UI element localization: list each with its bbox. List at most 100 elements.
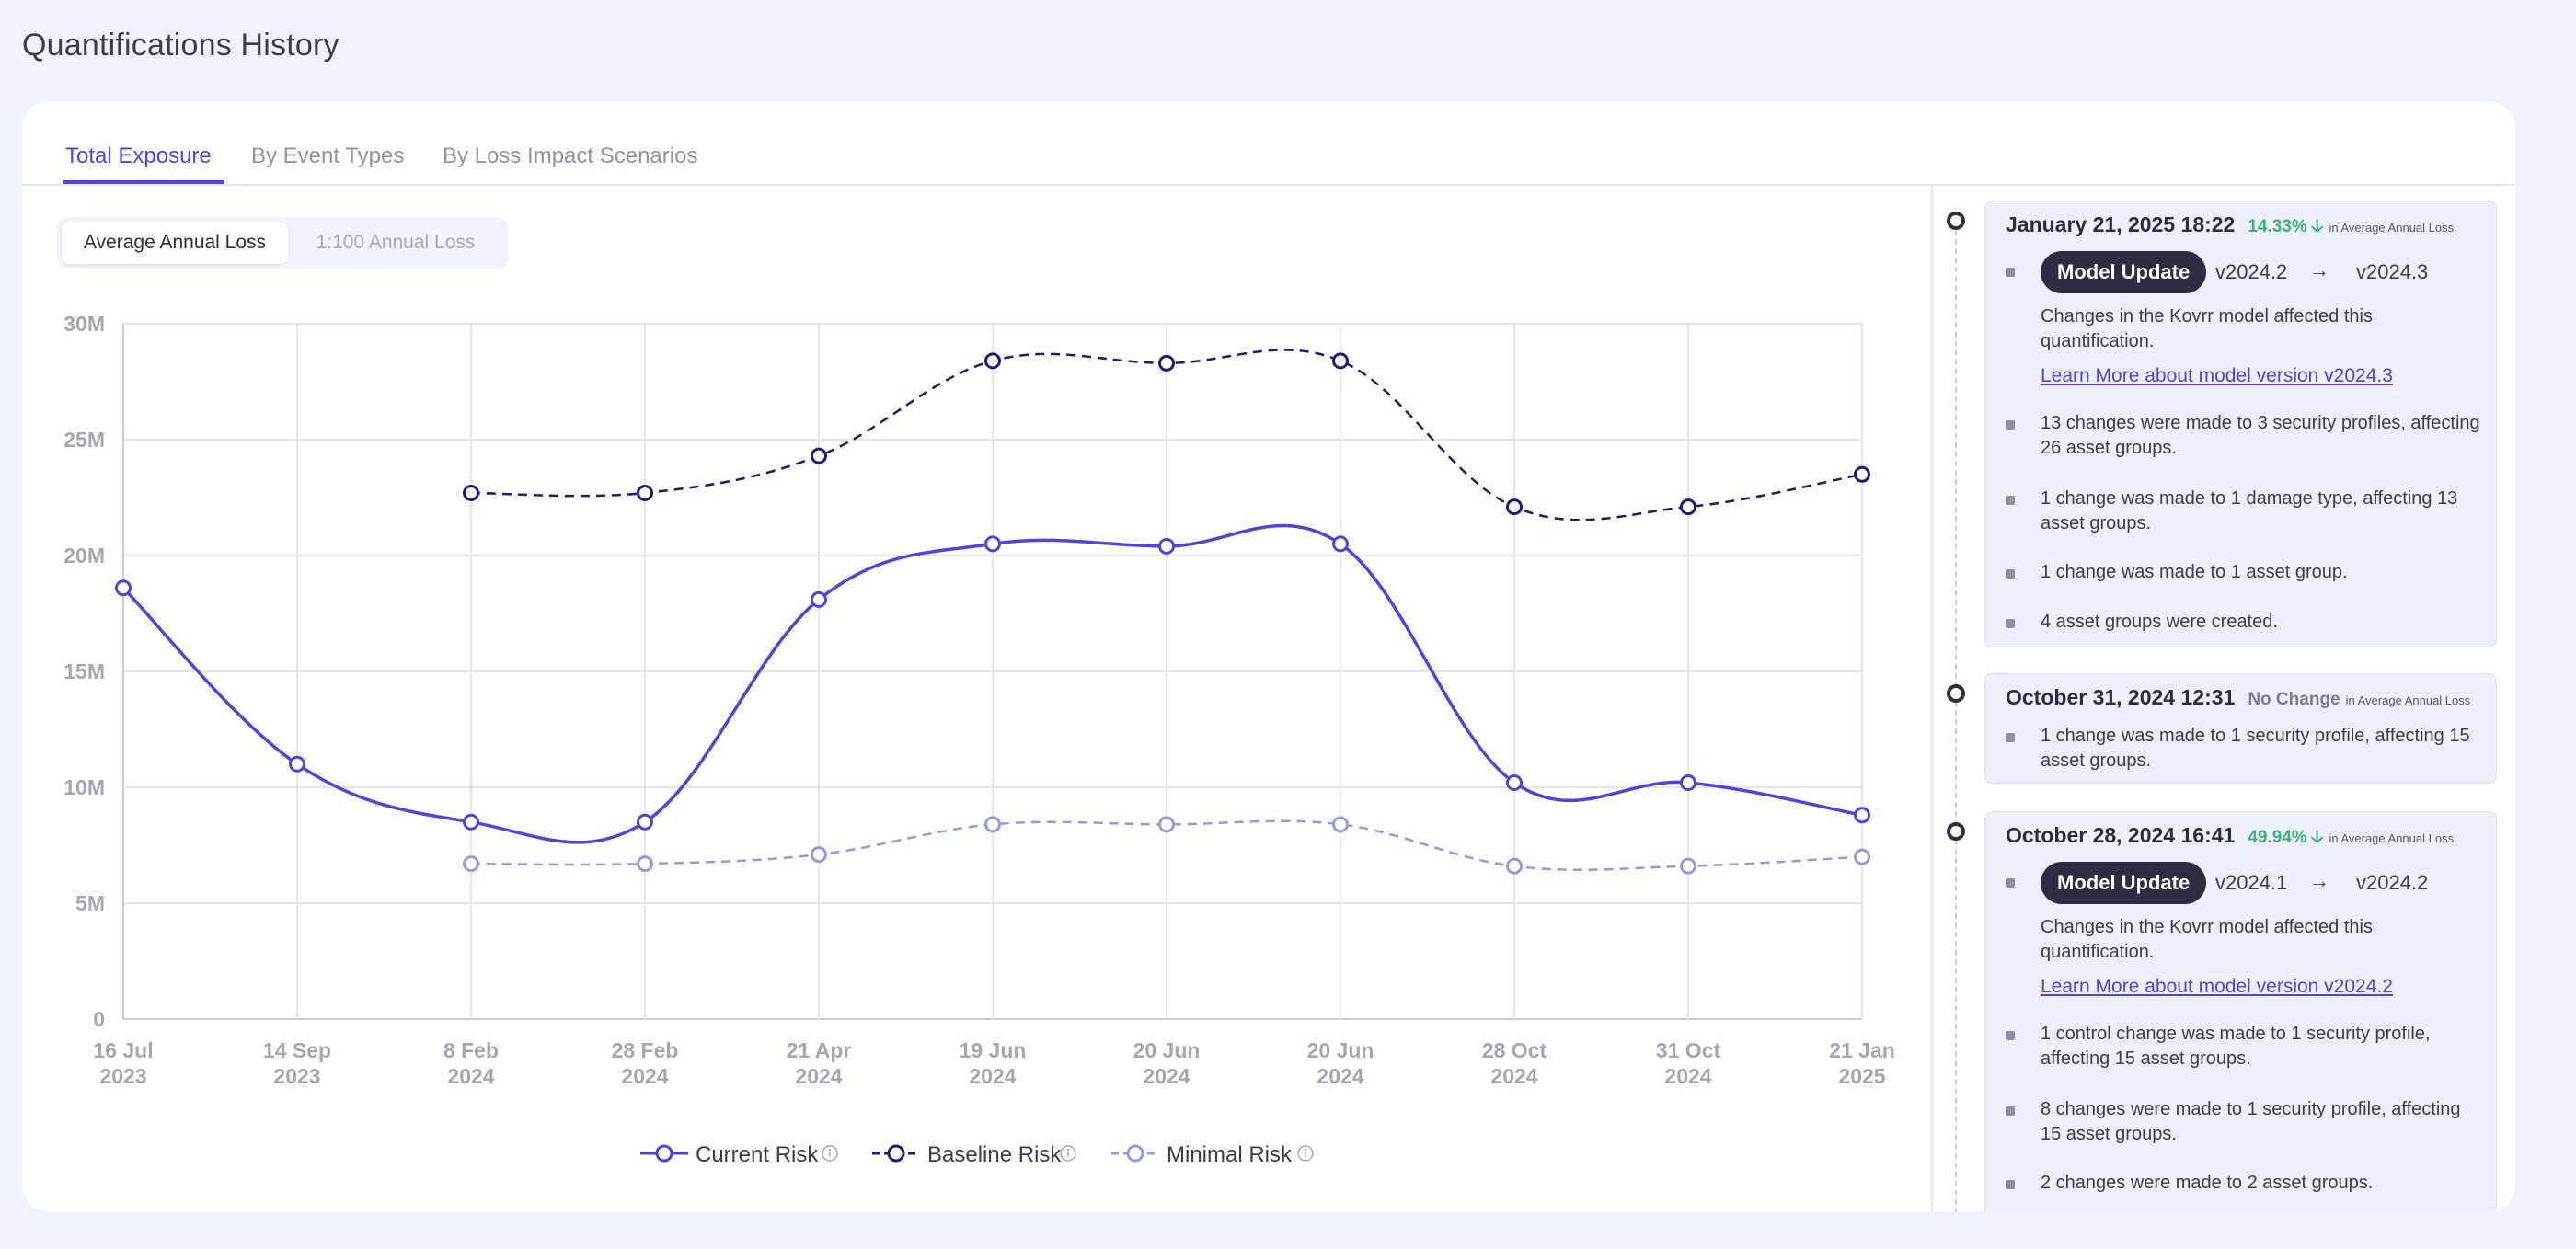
to-version: v2024.2 bbox=[2356, 871, 2429, 894]
active-tab-indicator bbox=[63, 180, 224, 184]
bullet-icon bbox=[2006, 420, 2015, 430]
change-item: 2 changes were made to 2 asset groups. bbox=[2041, 1173, 2374, 1193]
model-change-text: Changes in the Kovrr model affected this… bbox=[2041, 917, 2373, 962]
y-tick-label: 10M bbox=[63, 775, 105, 799]
minimal-risk-point bbox=[811, 846, 827, 864]
current-risk-point bbox=[637, 813, 653, 831]
entry-change: No Change bbox=[2248, 690, 2340, 709]
baseline-risk-line bbox=[470, 349, 1863, 521]
entry-metric-label: in Average Annual Loss bbox=[2345, 693, 2471, 707]
info-icon bbox=[1060, 1145, 1076, 1162]
to-version: v2024.3 bbox=[2356, 260, 2429, 283]
info-icon bbox=[1297, 1145, 1314, 1162]
x-tick-label: 19 Jun bbox=[960, 1038, 1027, 1062]
x-tick-label: 21 Jan bbox=[1829, 1038, 1895, 1062]
info-icon-dot bbox=[828, 1148, 832, 1152]
learn-more-link[interactable]: Learn More about model version v2024.2 bbox=[2041, 976, 2393, 997]
current-risk-point bbox=[1854, 807, 1870, 824]
change-item: 1 control change was made to 1 security … bbox=[2041, 1024, 2431, 1069]
info-icon bbox=[822, 1145, 838, 1162]
page-title: Quantifications History bbox=[22, 28, 339, 63]
y-tick-label: 15M bbox=[63, 659, 105, 683]
x-tick-label: 21 Apr bbox=[787, 1038, 852, 1062]
toggle-1-100-annual-loss[interactable]: 1:100 Annual Loss bbox=[316, 232, 476, 253]
current-risk-point bbox=[463, 813, 479, 831]
baseline-risk-point bbox=[811, 447, 827, 464]
x-tick-label: 2024 bbox=[621, 1064, 668, 1088]
tab-total-exposure[interactable]: Total Exposure bbox=[65, 143, 212, 168]
y-tick-label: 20M bbox=[63, 544, 105, 567]
bullet-icon bbox=[2006, 878, 2015, 888]
minimal-risk-point bbox=[1506, 857, 1523, 875]
current-risk-point bbox=[1680, 773, 1696, 791]
bullet-icon bbox=[2006, 619, 2015, 628]
current-risk-point bbox=[1158, 537, 1175, 555]
baseline-risk-point bbox=[1506, 498, 1523, 516]
x-tick-label: 31 Oct bbox=[1656, 1038, 1721, 1062]
x-tick-label: 2024 bbox=[1490, 1064, 1537, 1088]
current-risk-point bbox=[115, 579, 132, 597]
legend-label: Current Risk bbox=[696, 1142, 819, 1167]
change-item: 1 change was made to 1 damage type, affe… bbox=[2041, 488, 2458, 533]
x-tick-label: 2024 bbox=[1143, 1064, 1190, 1088]
learn-more-link[interactable]: Learn More about model version v2024.3 bbox=[2041, 365, 2393, 386]
minimal-risk-point bbox=[1854, 848, 1870, 865]
entry-metric-label: in Average Annual Loss bbox=[2329, 831, 2455, 845]
x-tick-label: 2023 bbox=[99, 1064, 146, 1088]
quantifications-card: Total Exposure By Event Types By Loss Im… bbox=[22, 101, 2515, 1212]
x-tick-label: 20 Jun bbox=[1133, 1038, 1201, 1062]
baseline-risk-point bbox=[463, 484, 479, 501]
legend-label: Baseline Risk bbox=[927, 1142, 1062, 1167]
x-tick-label: 2024 bbox=[1317, 1064, 1363, 1088]
y-tick-label: 0 bbox=[93, 1007, 105, 1031]
info-icon-dot bbox=[1304, 1148, 1307, 1152]
loss-metric-toggle: Average Annual Loss 1:100 Annual Loss bbox=[57, 217, 508, 269]
minimal-risk-point bbox=[1332, 816, 1349, 833]
bullet-icon bbox=[2006, 496, 2015, 505]
baseline-risk-point bbox=[1158, 354, 1175, 372]
tab-by-loss-impact-scenarios[interactable]: By Loss Impact Scenarios bbox=[443, 143, 698, 168]
timeline-entry: October 31, 2024 12:31 No Change in Averag… bbox=[1984, 673, 2497, 784]
bullet-icon bbox=[2006, 569, 2015, 579]
minimal-risk-point bbox=[463, 855, 479, 873]
change-item: 4 asset groups were created. bbox=[2041, 612, 2278, 632]
toggle-average-annual-loss[interactable]: Average Annual Loss bbox=[62, 222, 288, 264]
x-tick-label: 14 Sep bbox=[263, 1038, 331, 1062]
current-risk-point bbox=[811, 590, 827, 608]
baseline-risk-point bbox=[1332, 352, 1349, 370]
y-tick-label: 25M bbox=[63, 428, 105, 452]
x-tick-label: 2023 bbox=[273, 1064, 320, 1088]
y-tick-label: 5M bbox=[75, 891, 105, 915]
timeline-dot bbox=[1947, 822, 1965, 841]
x-tick-label: 2024 bbox=[795, 1064, 842, 1088]
x-tick-label: 2025 bbox=[1838, 1064, 1885, 1088]
baseline-risk-point bbox=[637, 484, 653, 501]
x-tick-label: 28 Feb bbox=[612, 1038, 679, 1062]
current-risk-point bbox=[1332, 535, 1349, 553]
bullet-icon bbox=[2006, 733, 2015, 742]
timeline-entry: January 21, 2025 18:22 14.33% 🡣 in Average … bbox=[1984, 201, 2497, 647]
minimal-risk-legend-marker bbox=[1126, 1144, 1144, 1163]
arrow-down-icon: 🡣 bbox=[2310, 828, 2324, 847]
baseline-risk-point bbox=[1854, 465, 1870, 483]
minimal-risk-point bbox=[1680, 857, 1696, 875]
entry-metric-label: in Average Annual Loss bbox=[2329, 221, 2455, 235]
bullet-icon bbox=[2006, 1106, 2015, 1116]
from-version: v2024.2 bbox=[2215, 260, 2288, 283]
tab-by-event-types[interactable]: By Event Types bbox=[251, 143, 405, 168]
change-item: 13 changes were made to 3 security profi… bbox=[2041, 413, 2480, 458]
entry-date: January 21, 2025 18:22 bbox=[2006, 212, 2236, 236]
bullet-icon bbox=[2006, 1180, 2015, 1189]
info-icon-dot bbox=[1066, 1148, 1070, 1152]
entry-date: October 31, 2024 12:31 bbox=[2006, 685, 2236, 709]
from-version: v2024.1 bbox=[2215, 871, 2288, 894]
bullet-icon bbox=[2006, 268, 2015, 277]
timeline-line bbox=[1955, 221, 1957, 1212]
arrow-right-icon: → bbox=[2309, 258, 2329, 281]
x-tick-label: 28 Oct bbox=[1482, 1038, 1547, 1062]
x-tick-label: 2024 bbox=[447, 1064, 494, 1088]
entry-date: October 28, 2024 16:41 bbox=[2006, 823, 2236, 847]
change-item: 8 changes were made to 1 security profil… bbox=[2041, 1099, 2461, 1144]
minimal-risk-point bbox=[637, 855, 653, 873]
current-risk-point bbox=[984, 535, 1001, 553]
